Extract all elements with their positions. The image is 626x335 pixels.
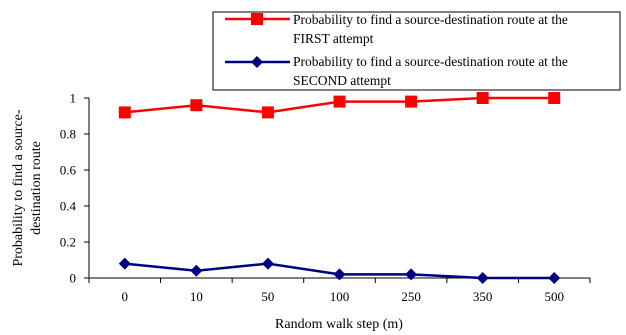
x-tick-label: 10 — [190, 289, 203, 304]
data-point — [476, 92, 489, 104]
data-point — [476, 272, 489, 284]
x-axis-label: Random walk step (m) — [275, 317, 403, 332]
series-1 — [118, 92, 561, 119]
y-axis-label: Probability to find a source- destinatio… — [11, 109, 44, 266]
data-point — [333, 268, 346, 281]
legend-label-second-line1: Probability to find a source-destination… — [293, 54, 568, 69]
y-tick-label: 0.4 — [60, 199, 77, 214]
y-tick-label: 0.2 — [60, 235, 76, 250]
series-2 — [118, 257, 561, 284]
x-tick-label: 500 — [544, 289, 564, 304]
y-ticks: 0 0.2 0.4 0.6 0.8 1 — [60, 91, 89, 286]
data-point — [405, 268, 418, 281]
data-point — [190, 264, 203, 277]
y-tick-label: 0.6 — [60, 163, 77, 178]
legend-swatch-first-marker — [251, 13, 263, 25]
y-axis-label-line1: Probability to find a source- — [11, 109, 26, 266]
series-layer — [118, 92, 561, 284]
data-point — [333, 95, 346, 108]
x-tick-label: 0 — [122, 289, 129, 304]
legend-entry-first: Probability to find a source-destination… — [225, 12, 568, 46]
data-point — [118, 106, 131, 119]
data-point — [118, 257, 131, 270]
x-tick-label: 250 — [401, 289, 421, 304]
x-tick-label: 50 — [261, 289, 274, 304]
y-tick-label: 0 — [70, 271, 77, 286]
data-point — [261, 106, 274, 119]
legend-label-second-line2: SECOND attempt — [293, 73, 391, 88]
y-tick-label: 1 — [70, 91, 77, 106]
x-ticks: 0 10 50 100 250 350 500 — [88, 278, 591, 304]
legend: Probability to find a source-destination… — [212, 11, 621, 91]
legend-swatch-second-marker — [251, 56, 263, 68]
y-axis-label-line2: destination route — [29, 141, 44, 235]
legend-entry-second: Probability to find a source-destination… — [225, 54, 568, 88]
y-tick-label: 0.8 — [60, 127, 76, 142]
data-point — [190, 99, 203, 112]
legend-label-first-line1: Probability to find a source-destination… — [293, 12, 568, 27]
data-point — [261, 257, 274, 270]
data-point — [548, 272, 561, 284]
data-point — [548, 92, 561, 104]
x-tick-label: 100 — [330, 289, 350, 304]
legend-box — [212, 11, 621, 91]
data-point — [405, 95, 418, 108]
x-tick-label: 350 — [473, 289, 493, 304]
legend-label-first-line2: FIRST attempt — [293, 31, 374, 46]
